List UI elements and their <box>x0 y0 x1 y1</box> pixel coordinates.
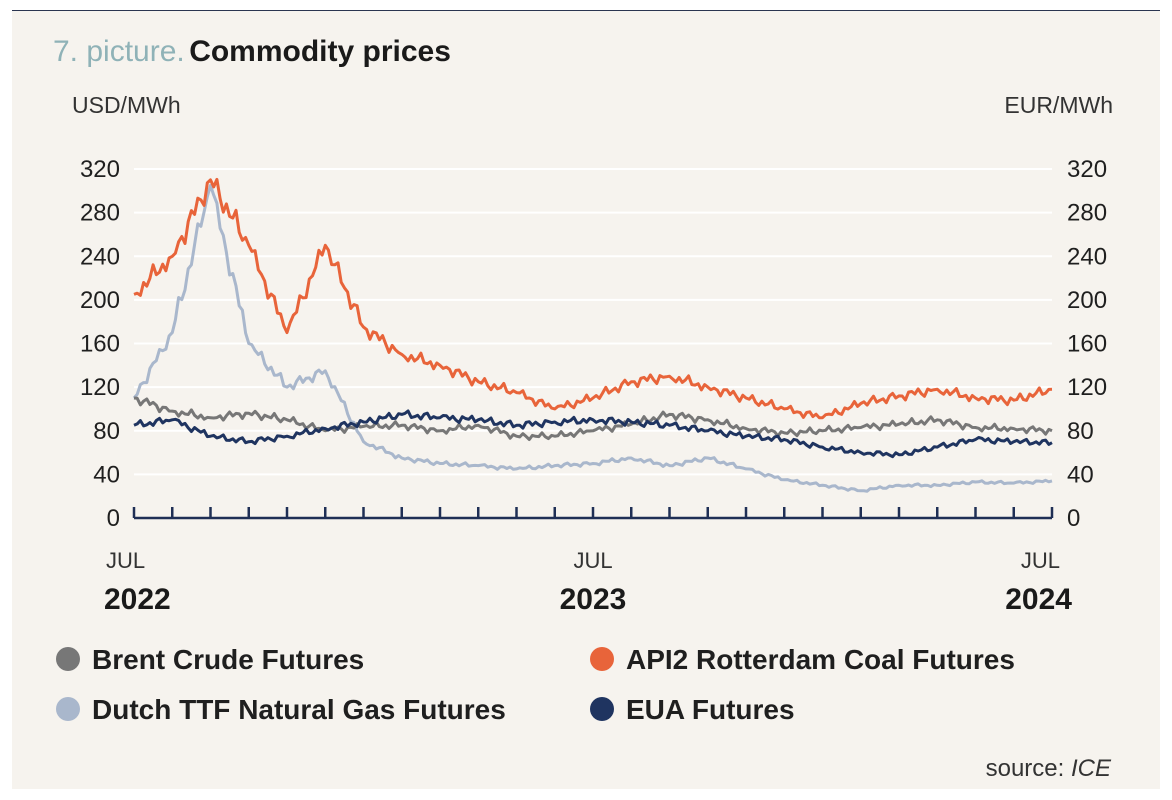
y-tick-label-left: 320 <box>80 156 120 183</box>
y-right-unit-label: EUR/MWh <box>1004 92 1113 118</box>
y-tick-label-right: 320 <box>1067 156 1107 183</box>
x-axis: JUL 2022 JUL 2023 JUL 2024 <box>104 507 1072 616</box>
commodity-prices-chart: 7. picture. Commodity prices USD/MWh EUR… <box>53 35 1113 782</box>
y-tick-label-left: 0 <box>107 505 120 532</box>
series-line-dutch-ttf-natural-gas-futures <box>132 183 1053 493</box>
source-name: ICE <box>1071 755 1112 782</box>
title-main: Commodity prices <box>189 35 451 68</box>
legend-label-dutch-ttf-natural-gas-futures: Dutch TTF Natural Gas Futures <box>92 694 506 725</box>
gridlines <box>134 168 1052 476</box>
y-tick-label-right: 40 <box>1067 461 1094 488</box>
y-tick-label-right: 80 <box>1067 418 1094 445</box>
y-tick-label-left: 40 <box>93 461 120 488</box>
y-tick-label-right: 0 <box>1067 505 1080 532</box>
y-tick-label-left: 280 <box>80 200 120 227</box>
y-tick-label-right: 160 <box>1067 331 1107 358</box>
legend-marker-eua-futures <box>590 697 614 721</box>
y-tick-label-left: 160 <box>80 331 120 358</box>
chart-panel: 7. picture. Commodity prices USD/MWh EUR… <box>12 10 1160 789</box>
y-axis-right: 0 40 80 120 160 200 240 280 320 <box>1067 156 1107 532</box>
source-label: source: <box>986 755 1065 782</box>
y-left-unit-label: USD/MWh <box>72 92 181 118</box>
y-tick-label-right: 200 <box>1067 287 1107 314</box>
x-tick-year: 2023 <box>560 583 627 616</box>
y-tick-label-right: 120 <box>1067 374 1107 401</box>
legend: Brent Crude Futures API2 Rotterdam Coal F… <box>56 644 1015 725</box>
legend-marker-dutch-ttf-natural-gas-futures <box>56 697 80 721</box>
series-line-api2-rotterdam-coal-futures <box>133 177 1053 420</box>
legend-label-eua-futures: EUA Futures <box>626 694 795 725</box>
y-tick-label-left: 240 <box>80 243 120 270</box>
legend-label-api2-rotterdam-coal-futures: API2 Rotterdam Coal Futures <box>626 644 1015 675</box>
y-tick-label-right: 240 <box>1067 243 1107 270</box>
x-tick-year: 2024 <box>1005 583 1072 616</box>
y-tick-label-left: 120 <box>80 374 120 401</box>
series-line-brent-crude-futures <box>133 396 1053 441</box>
legend-marker-api2-rotterdam-coal-futures <box>590 647 614 671</box>
x-tick-month: JUL <box>106 548 145 573</box>
title-prefix: 7. picture. <box>53 35 185 68</box>
y-tick-label-left: 200 <box>80 287 120 314</box>
y-axis-left: 0 40 80 120 160 200 240 280 320 <box>80 156 120 532</box>
x-tick-month: JUL <box>1021 548 1060 573</box>
y-tick-label-right: 280 <box>1067 200 1107 227</box>
x-tick-month: JUL <box>573 548 612 573</box>
series-lines <box>132 177 1053 493</box>
y-tick-label-left: 80 <box>93 418 120 445</box>
legend-label-brent-crude-futures: Brent Crude Futures <box>92 644 364 675</box>
series-line-eua-futures <box>133 409 1053 459</box>
chart-title: 7. picture. Commodity prices <box>53 35 451 68</box>
legend-marker-brent-crude-futures <box>56 647 80 671</box>
x-tick-year: 2022 <box>104 583 171 616</box>
source-note: source: ICE <box>986 755 1112 782</box>
